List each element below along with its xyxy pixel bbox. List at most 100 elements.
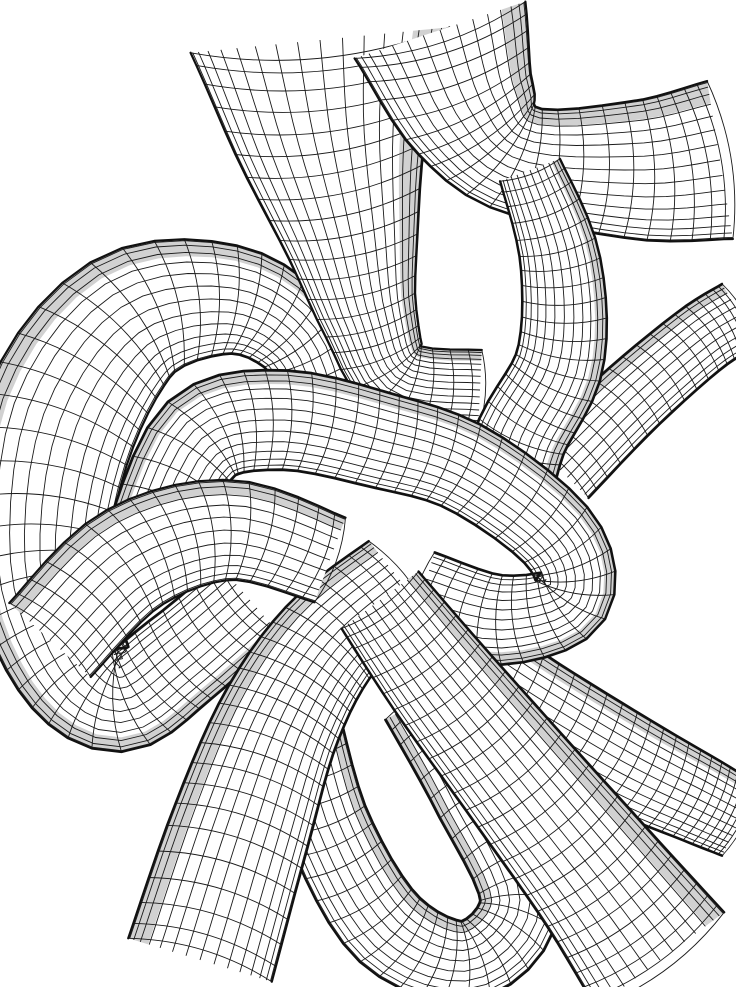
tube-center-knot-mesh-ring [475,452,526,526]
tube-lower-loop-mesh-ring [359,897,421,963]
tube-left-band-mesh-ring [85,523,154,612]
tube-left-band-mesh-ring [174,484,202,587]
tube-lower-right-mesh-ring [672,756,713,837]
tube-left-loop-mesh-ring [67,646,129,739]
tube-top-right-mesh-ring [354,1,526,59]
tube-front-right-mesh-line [379,599,661,961]
tube-center-knot-mesh-line [186,464,545,583]
tube-left-loop-mesh-line [0,251,361,742]
tube-front-right-mesh-line [372,605,648,970]
tube-left-band-mesh-ring [129,498,176,598]
tube-front-diagonal-mesh-line [172,564,389,952]
tube-front-diagonal-mesh-ring [209,722,329,770]
tube-top-right-mesh-ring [642,99,656,241]
tube-front-right [340,570,726,987]
tube-center-knot-mesh-ring [510,575,524,663]
tube-right-vertical-mesh-ring [520,257,601,272]
tube-right-vertical-mesh-ring [478,418,564,455]
tube-left-loop-mesh-ring [222,245,240,355]
tube-lower-right-mesh-ring [699,778,736,848]
tube-right-arm-mesh-line [579,345,736,491]
tube-right-vertical-mesh-ring [487,400,569,446]
tube-lower-right-mesh-ring [712,818,736,853]
tube-right-arm-mesh-ring [674,313,720,372]
tube-front-right-mesh-ring [616,904,718,987]
tube-left-loop-mesh-ring [248,278,305,359]
tube-top-funnel-mesh-ring [325,309,417,338]
tube-center-knot-mesh-ring [314,377,337,475]
tube-left-band-mesh-line [39,516,335,631]
tube-front-diagonal-mesh-ring [200,742,324,788]
tube-top-funnel-mesh-ring [340,337,421,371]
tube-front-diagonal-mesh-line [139,547,375,943]
tube-right-vertical-mesh-ring [521,296,607,306]
tube-left-band-mesh-line [88,577,316,677]
tube-top-funnel-mesh-line [319,39,481,391]
tube-right-arm-body [531,283,736,499]
tube-top-funnel-mesh-line [362,35,481,377]
tube-lower-loop-mesh-ring [448,919,458,987]
tube-right-arm-mesh-line [559,316,736,471]
tube-top-right-mesh-ring [368,29,529,83]
tube-left-band-edge-b [8,478,347,605]
tube-top-right-mesh-ring [623,101,635,238]
tube-lower-loop-mesh-ring [400,911,439,987]
tube-right-vertical-mesh-ring [516,217,589,241]
tube-left-band-edge-a [89,578,316,679]
tube-center-knot-mesh-line [175,450,551,593]
tube-front-diagonal-mesh-ring [228,684,340,740]
tube-top-funnel-mesh-line [342,37,481,384]
tube-front-right-mesh-line [364,610,636,979]
tube-top-right-mesh-ring [656,95,676,242]
tube-front-right-mesh-line [352,619,611,987]
tube-front-right-mesh-line [387,594,673,951]
tube-top-right-mesh-ring [598,105,610,235]
tube-front-right-mesh-ring [346,578,426,638]
tube-center-knot-mesh-ring [523,506,588,564]
tube-front-right-mesh-line [401,583,697,934]
tube-center-knot-mesh-line [117,380,608,656]
tube-lower-loop-mesh-ring [305,840,383,880]
tube-front-right-mesh-line [415,573,720,917]
tube-top-right-mesh-ring [489,106,536,208]
tube-front-right-mesh-ring [362,601,445,663]
tube-top-right-mesh-line [422,35,723,185]
tube-lower-right-mesh-ring [682,761,723,841]
tube-center-knot-mesh-ring [525,574,545,658]
tube-top-right-mesh-line [360,55,732,237]
tube-center-knot-mesh-ring [540,572,587,640]
tube-front-diagonal-mesh-ring [128,937,273,983]
tube-left-band-mesh-ring [266,497,300,587]
tube-lower-loop-mesh-ring [476,907,545,952]
tube-lower-loop-edge-b [337,709,482,922]
tube-center-knot-mesh-ring [529,526,602,571]
tube-center-knot-mesh-line [181,458,547,586]
tube-top-right-mesh-ring [379,46,530,101]
tube-right-arm-mesh-ring [662,323,710,380]
tube-center-knot-mesh-ring [537,576,606,620]
tube-left-band-mesh-line [84,572,317,673]
tube-right-vertical-mesh-ring [515,353,601,382]
tube-left-loop-mesh-line [23,285,339,713]
tube-right-arm-mesh-ring [717,285,736,310]
tube-left-loop-mesh-ring [0,361,141,431]
tube-front-right-mesh-ring [514,795,619,880]
tube-right-arm-mesh-line [584,352,736,495]
tube-left-loop-mesh-ring [17,332,149,414]
tube-right-arm-mesh-line [573,337,736,485]
tube-left-band-mesh-ring [314,517,346,603]
tube-front-right-mesh-ring [526,811,633,897]
tube-front-right-edge-b [417,570,726,914]
tube-top-funnel-mesh-line [378,33,481,371]
tube-right-arm-mesh-line [567,327,736,478]
tube-front-right-mesh-ring [583,894,709,987]
tube-center-knot-mesh-ring [167,401,237,476]
tube-left-loop-mesh-ring [62,282,165,386]
tube-lower-loop-mesh-line [318,709,501,942]
tube-top-funnel-mesh-ring [333,325,419,354]
tube-right-vertical-mesh-ring [499,158,561,182]
tube-left-band-mesh-ring [235,481,252,581]
tube-top-right-mesh-ring [417,83,534,155]
tube-left-loop-mesh-line [92,342,301,661]
tube-center-knot-mesh-ring [264,369,274,471]
